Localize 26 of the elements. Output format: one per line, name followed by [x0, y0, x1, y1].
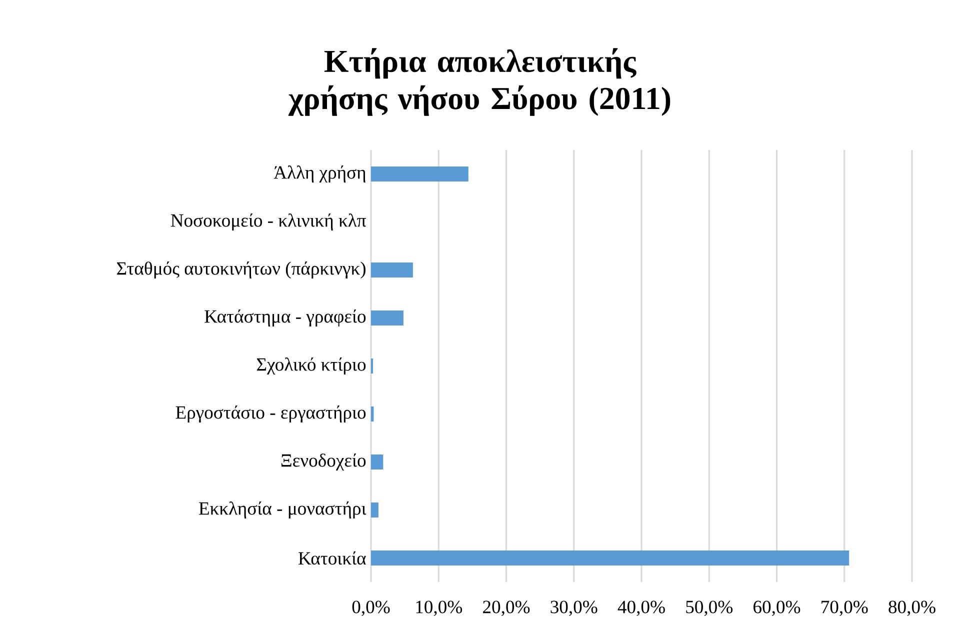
- y-tick-label: Εργοστάσιο - εργαστήριο: [176, 405, 366, 423]
- y-tick-label: Ξενοδοχείο: [281, 453, 366, 471]
- bar: [371, 406, 374, 422]
- bar: [371, 262, 413, 278]
- y-tick-label: Εκκλησία - μοναστήρι: [198, 501, 366, 519]
- x-tick-label: 60,0%: [754, 600, 800, 616]
- bar: [371, 310, 404, 326]
- bar: [371, 166, 468, 182]
- bar: [371, 550, 850, 566]
- x-tick-label: 80,0%: [888, 600, 936, 616]
- x-tick-label: 0,0%: [352, 600, 390, 616]
- x-tick-label: 10,0%: [416, 600, 462, 616]
- x-tick-label: 20,0%: [483, 600, 530, 616]
- y-tick-label: Άλλη χρήση: [274, 165, 366, 183]
- x-tick-label: 40,0%: [618, 600, 665, 616]
- x-tick-label: 50,0%: [686, 600, 733, 616]
- y-tick-label: Νοσοκομείο - κλινική κλπ: [170, 213, 366, 231]
- chart-title: Κτήρια αποκλειστικής χρήσης νήσου Σύρου (2011): [288, 48, 670, 116]
- y-tick-label: Κατάστημα - γραφείο: [204, 309, 366, 327]
- bar: [371, 454, 384, 470]
- x-tick-label: 30,0%: [550, 600, 598, 616]
- y-tick-label: Σταθμός αυτοκινήτων (πάρκινγκ): [116, 261, 366, 279]
- y-tick-label: Κατοικία: [298, 551, 366, 565]
- x-tick-label: 70,0%: [822, 600, 868, 616]
- bar: [371, 502, 378, 518]
- y-tick-label: Σχολικό κτίριο: [256, 357, 366, 375]
